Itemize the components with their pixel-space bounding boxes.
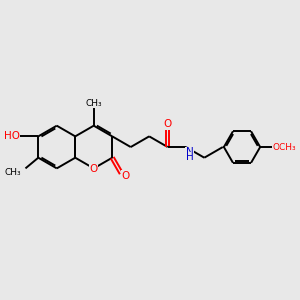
Text: H: H: [185, 152, 193, 162]
Text: O: O: [121, 171, 129, 181]
Text: OCH₃: OCH₃: [273, 142, 296, 152]
Text: O: O: [164, 119, 172, 129]
Text: CH₃: CH₃: [85, 99, 102, 108]
Text: O: O: [90, 164, 98, 174]
Text: CH₃: CH₃: [5, 168, 22, 177]
Text: N: N: [185, 147, 193, 158]
Text: HO: HO: [4, 131, 20, 141]
